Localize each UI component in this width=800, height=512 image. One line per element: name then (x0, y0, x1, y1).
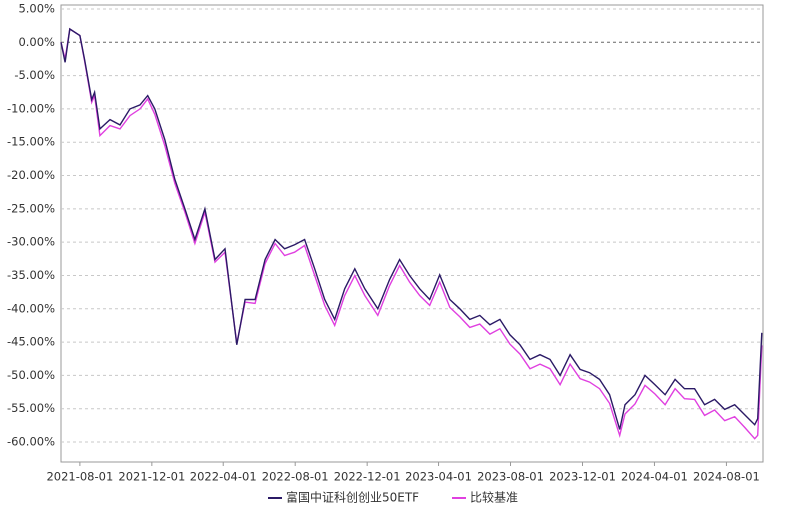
y-tick-label: -45.00% (7, 335, 55, 349)
x-tick-label: 2023-04-01 (405, 470, 472, 484)
y-tick-label: 5.00% (18, 1, 55, 15)
y-tick-label: -25.00% (7, 201, 55, 215)
x-tick-label: 2021-08-01 (46, 470, 113, 484)
y-tick-label: -30.00% (7, 235, 55, 249)
x-tick-label: 2022-04-01 (190, 470, 257, 484)
x-tick-label: 2021-12-01 (118, 470, 185, 484)
series-line (60, 27, 763, 440)
legend-label: 富国中证科创创业50ETF (286, 490, 419, 505)
x-tick-label: 2023-08-01 (477, 470, 544, 484)
x-tick-label: 2024-08-01 (693, 470, 760, 484)
y-tick-label: -50.00% (7, 368, 55, 382)
y-tick-label: -20.00% (7, 168, 55, 182)
x-tick-label: 2022-12-01 (334, 470, 401, 484)
x-tick-label: 2023-12-01 (549, 470, 616, 484)
y-tick-label: -15.00% (7, 135, 55, 149)
y-tick-label: -55.00% (7, 401, 55, 415)
y-tick-label: 0.00% (18, 35, 55, 49)
y-tick-label: -35.00% (7, 268, 55, 282)
plot-frame (60, 4, 764, 463)
y-tick-label: -10.00% (7, 101, 55, 115)
y-tick-label: -60.00% (7, 435, 55, 449)
x-tick-label: 2022-08-01 (262, 470, 329, 484)
y-tick-label: -5.00% (14, 68, 55, 82)
x-tick-label: 2024-04-01 (621, 470, 688, 484)
series-line (60, 27, 763, 430)
y-tick-label: -40.00% (7, 301, 55, 315)
legend-label: 比较基准 (470, 490, 518, 505)
